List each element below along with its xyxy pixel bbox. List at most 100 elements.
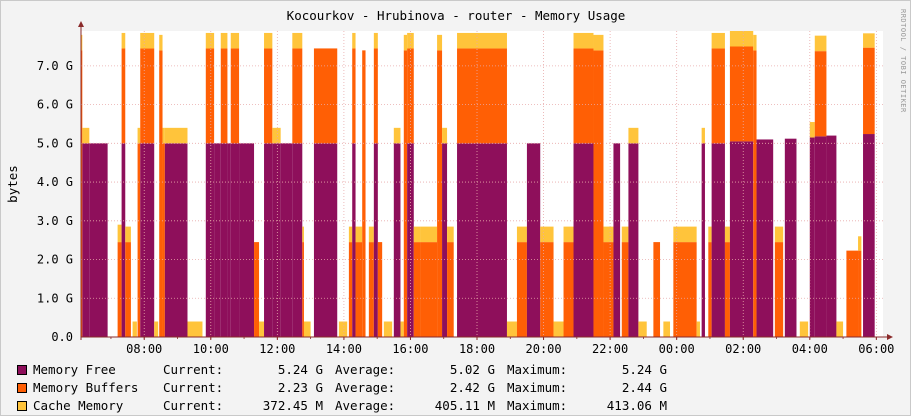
x-tick-label: 22:00 — [592, 342, 628, 356]
bar-buffers — [724, 242, 730, 337]
legend-maximum-value: 2.44 G — [621, 380, 667, 395]
bar-buffers — [621, 242, 629, 337]
bar-cache — [383, 321, 393, 337]
bar-free — [280, 143, 293, 337]
bar-free — [89, 143, 108, 337]
x-tick-label: 12:00 — [259, 342, 295, 356]
bar-cache — [154, 321, 159, 337]
y-tick-label: 7.0 G — [37, 59, 73, 73]
bar-cache — [205, 32, 215, 49]
bar-cache — [753, 34, 757, 51]
legend-average-label: Average: — [335, 362, 396, 377]
bar-free — [292, 143, 303, 337]
rrdtool-watermark: RRDTOOL / TOBI OETIKER — [899, 9, 907, 113]
bar-cache — [292, 32, 303, 49]
bar-free — [220, 143, 228, 337]
bar-cache — [159, 34, 163, 51]
bar-free — [407, 143, 414, 337]
legend-swatch-cache — [17, 401, 27, 411]
legend-average-value: 5.02 G — [449, 362, 495, 377]
bar-buffers — [653, 242, 661, 337]
bar-buffers — [403, 50, 408, 337]
bar-buffers — [413, 242, 421, 337]
bar-buffers — [348, 242, 353, 337]
bar-free — [442, 143, 448, 337]
bar-cache — [164, 127, 188, 144]
bar-buffers — [205, 48, 215, 144]
bar-free — [205, 143, 215, 337]
bar-buffers — [858, 250, 862, 337]
bar-buffers — [162, 143, 165, 337]
bar-cache — [863, 33, 875, 48]
bar-free — [863, 134, 875, 337]
bar-cache — [563, 226, 574, 243]
bar-cache — [420, 226, 438, 243]
bar-free — [784, 138, 797, 337]
bar-free — [526, 143, 541, 337]
bar-cache — [724, 226, 730, 243]
legend-current-label: Current: — [163, 362, 224, 377]
bar-free — [393, 143, 401, 337]
bar-cache — [573, 32, 594, 49]
bar-buffers — [292, 48, 303, 144]
bar-cache — [338, 321, 348, 337]
legend-row-free: Memory Free Current: 5.24 G Average: 5.0… — [17, 361, 679, 379]
bar-cache — [303, 321, 311, 337]
bar-cache — [836, 321, 844, 337]
bar-cache — [230, 32, 240, 49]
legend-current-label: Current: — [163, 380, 224, 395]
bar-cache — [696, 321, 700, 337]
bar-free — [227, 143, 231, 337]
bar-cache — [774, 226, 784, 243]
bar-buffers — [117, 242, 122, 337]
y-tick-label: 0.0 — [51, 330, 73, 344]
bar-buffers — [603, 242, 614, 337]
bar-cache — [516, 226, 527, 243]
bar-free — [272, 143, 281, 337]
bar-free — [121, 143, 126, 337]
bar-cache — [621, 226, 629, 243]
x-tick-label: 18:00 — [459, 342, 495, 356]
bar-buffers — [377, 242, 383, 337]
bar-cache — [442, 127, 448, 144]
bar-cache — [603, 226, 614, 243]
bar-cache — [814, 35, 827, 52]
bar-cache — [81, 34, 83, 51]
bar-cache — [137, 127, 141, 144]
y-tick-label: 4.0 G — [37, 175, 73, 189]
bar-buffers — [254, 242, 260, 337]
legend-current-label: Current: — [163, 398, 224, 413]
bar-free — [230, 143, 240, 337]
x-tick-label: 16:00 — [392, 342, 428, 356]
bar-cache — [393, 127, 401, 144]
bar-cache — [506, 321, 517, 337]
bar-cache — [638, 321, 647, 337]
legend-average-value: 405.11 M — [434, 398, 495, 413]
bar-buffers — [563, 242, 574, 337]
x-tick-label: 04:00 — [792, 342, 828, 356]
bar-cache — [162, 127, 165, 144]
bar-cache — [457, 32, 507, 49]
y-tick-label: 6.0 G — [37, 98, 73, 112]
x-tick-label: 14:00 — [326, 342, 362, 356]
x-tick-label: 20:00 — [526, 342, 562, 356]
x-tick-label: 06:00 — [858, 342, 894, 356]
bar-buffers — [355, 242, 363, 337]
x-tick-label: 10:00 — [193, 342, 229, 356]
bar-cache — [540, 226, 554, 243]
legend-average-value: 2.42 G — [449, 380, 495, 395]
bar-cache — [368, 226, 374, 243]
bar-cache — [663, 321, 671, 337]
legend-current-value: 2.23 G — [277, 380, 323, 395]
bar-buffers — [846, 250, 859, 337]
bar-buffers — [81, 50, 83, 337]
legend-maximum-label: Maximum: — [507, 380, 568, 395]
bar-buffers — [407, 48, 414, 144]
bar-buffers — [302, 242, 304, 337]
bar-buffers — [362, 50, 366, 337]
bar-cache — [373, 32, 378, 49]
legend-series-name: Memory Buffers — [33, 380, 139, 395]
bar-buffers — [457, 48, 507, 144]
y-axis-label: bytes — [5, 165, 20, 203]
